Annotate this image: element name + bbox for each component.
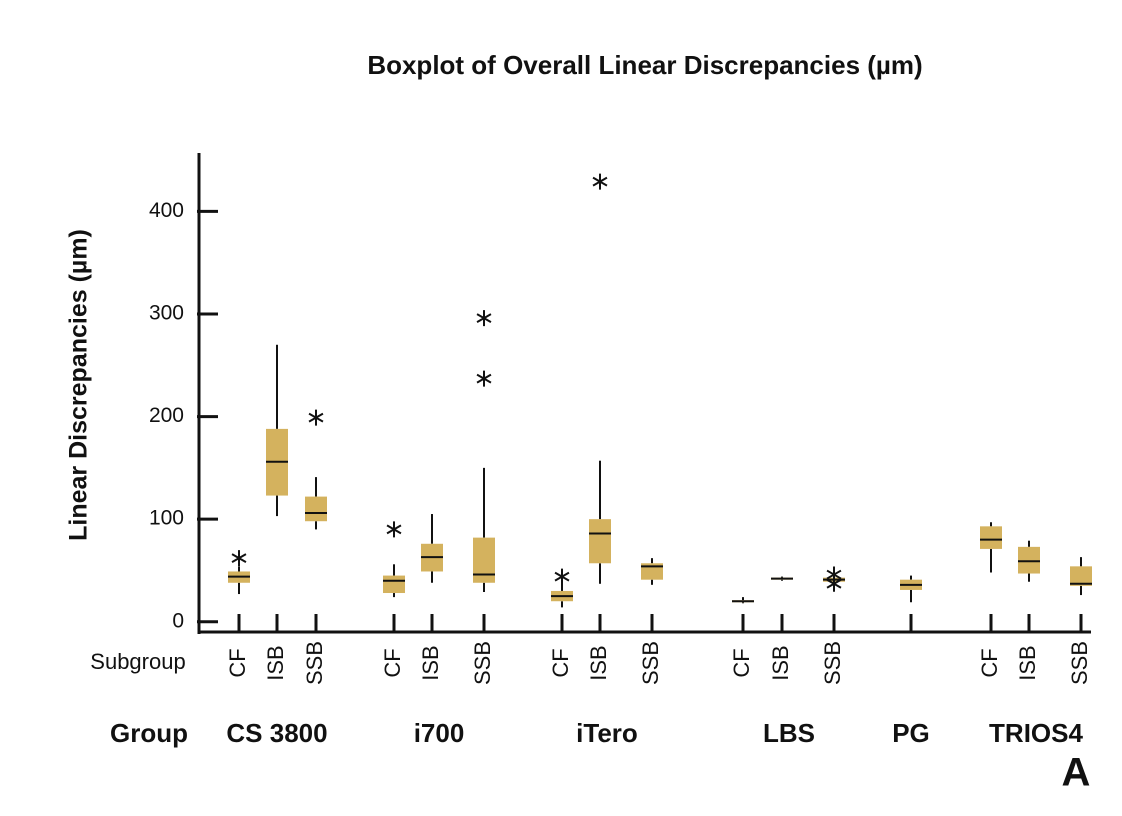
box	[980, 526, 1002, 549]
subgroup-label: SSB	[638, 641, 663, 685]
group-axis-label: Group	[110, 718, 188, 748]
subgroup-label: SSB	[470, 641, 495, 685]
panel-label: A	[1062, 751, 1091, 795]
subgroup-axis-label: Subgroup	[90, 649, 185, 674]
subgroup-label: CF	[729, 648, 754, 677]
y-tick-label: 300	[149, 302, 184, 325]
box	[305, 496, 327, 522]
subgroup-label: ISB	[586, 645, 611, 680]
outlier	[231, 550, 247, 567]
y-tick-label: 0	[172, 609, 184, 632]
box	[589, 519, 611, 564]
outlier	[554, 568, 570, 585]
subgroup-label: CF	[548, 648, 573, 677]
group-label: TRIOS4	[989, 718, 1083, 748]
subgroup-label: SSB	[1067, 641, 1092, 685]
subgroup-label: CF	[977, 648, 1002, 677]
subgroup-label: ISB	[418, 645, 443, 680]
y-tick-label: 200	[149, 404, 184, 427]
group-label: PG	[892, 718, 930, 748]
box	[383, 575, 405, 594]
group-label: LBS	[763, 718, 815, 748]
group-label: i700	[414, 718, 465, 748]
subgroup-label: CF	[225, 648, 250, 677]
chart-title: Boxplot of Overall Linear Discrepancies …	[367, 50, 922, 80]
box	[1018, 546, 1040, 574]
group-label: iTero	[576, 718, 638, 748]
outlier	[592, 173, 608, 190]
group-label: CS 3800	[226, 718, 327, 748]
outlier	[476, 370, 492, 387]
outlier	[386, 521, 402, 538]
subgroup-label: ISB	[768, 645, 793, 680]
subgroup-label: ISB	[263, 645, 288, 680]
subgroup-label: CF	[380, 648, 405, 677]
subgroup-label: SSB	[302, 641, 327, 685]
outlier	[826, 575, 842, 592]
subgroup-label: SSB	[820, 641, 845, 685]
box	[641, 563, 663, 580]
box	[473, 537, 495, 583]
outlier	[476, 310, 492, 327]
outlier	[308, 409, 324, 426]
y-axis-label: Linear Discrepancies (µm)	[65, 229, 93, 541]
y-tick-label: 400	[149, 199, 184, 222]
box	[1070, 566, 1092, 586]
y-tick-label: 100	[149, 507, 184, 530]
subgroup-label: ISB	[1015, 645, 1040, 680]
